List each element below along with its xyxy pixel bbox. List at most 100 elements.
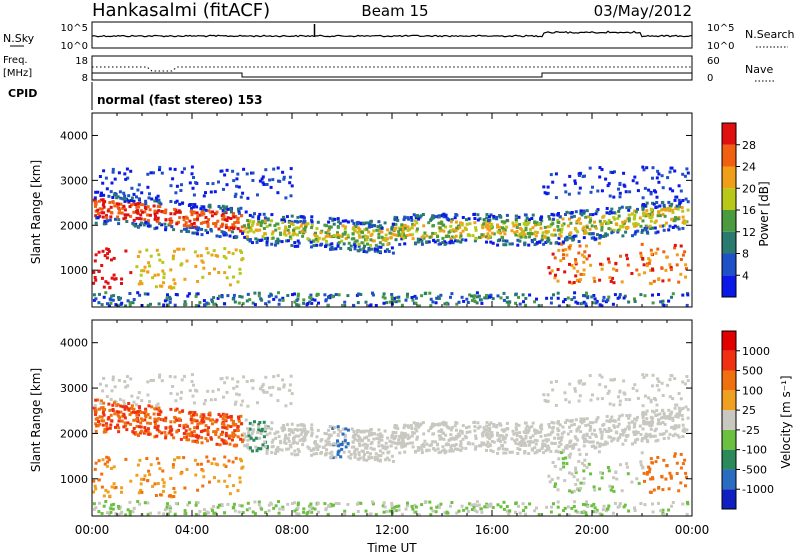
power-cell — [612, 216, 616, 220]
velocity-cell — [473, 447, 477, 451]
velocity-cell — [476, 421, 480, 425]
power-cell — [633, 297, 636, 301]
power-cell — [228, 226, 231, 230]
velocity-cell — [158, 375, 161, 379]
velocity-cell — [172, 495, 176, 498]
power-cell — [449, 220, 453, 224]
power-cell — [231, 169, 235, 173]
power-cell — [623, 221, 626, 225]
velocity-cell — [390, 454, 394, 458]
velocity-cell — [132, 400, 136, 404]
x-tick-label: 12:00 — [375, 523, 410, 537]
velocity-cell — [488, 436, 492, 440]
velocity-cell — [137, 405, 141, 409]
power-cell — [290, 244, 294, 247]
power-cell — [572, 296, 576, 300]
velocity-colorbar-tick-label: 25 — [742, 404, 756, 417]
power-cell — [132, 218, 136, 222]
power-cell — [114, 303, 118, 307]
velocity-cell — [312, 448, 316, 452]
velocity-cell — [634, 432, 638, 436]
velocity-cell — [625, 414, 629, 418]
power-cell — [570, 264, 574, 267]
velocity-cell — [261, 383, 265, 387]
velocity-cell — [377, 444, 381, 448]
velocity-cell — [347, 455, 351, 459]
velocity-cell — [516, 452, 520, 455]
velocity-cell — [148, 400, 151, 404]
velocity-cell — [445, 424, 449, 428]
velocity-cell — [535, 506, 538, 510]
power-cell — [528, 293, 532, 297]
velocity-cell — [184, 512, 188, 515]
velocity-cell — [451, 449, 455, 453]
velocity-cell — [410, 434, 414, 438]
velocity-cell — [282, 385, 286, 389]
velocity-cell — [668, 417, 672, 421]
velocity-cell — [126, 508, 130, 512]
power-cell — [135, 195, 138, 199]
power-cell — [557, 304, 561, 308]
power-cell — [184, 215, 188, 219]
velocity-cell — [592, 485, 596, 489]
velocity-cell — [138, 458, 142, 462]
power-cell — [250, 223, 254, 227]
velocity-cell — [589, 425, 593, 429]
power-cell — [140, 191, 144, 195]
velocity-cell — [498, 434, 502, 437]
power-cell — [625, 206, 629, 210]
velocity-cell — [193, 439, 197, 443]
power-cell — [575, 279, 579, 283]
power-cell — [184, 221, 188, 225]
velocity-cell — [212, 505, 216, 508]
power-cell — [416, 237, 420, 241]
power-cell — [162, 281, 165, 285]
power-cell — [672, 219, 676, 223]
power-cell — [164, 218, 168, 222]
velocity-cell — [343, 433, 347, 437]
velocity-cell — [514, 441, 518, 445]
power-cell — [607, 218, 611, 222]
power-cell — [230, 230, 234, 234]
power-cell — [239, 229, 243, 233]
power-cell — [675, 204, 679, 208]
power-cell — [261, 235, 265, 239]
power-cell — [594, 301, 598, 305]
velocity-cell — [227, 436, 231, 440]
velocity-cell — [144, 428, 148, 432]
power-cell — [259, 224, 263, 228]
power-cell — [199, 207, 203, 211]
velocity-cell — [343, 509, 347, 513]
velocity-cell — [230, 438, 234, 442]
power-cell — [126, 213, 130, 217]
power-cell — [105, 247, 109, 251]
velocity-cell — [450, 501, 454, 504]
power-cell — [574, 228, 578, 232]
freq-label-line2: [MHz] — [3, 68, 32, 79]
power-cell — [171, 254, 175, 258]
velocity-cell — [136, 410, 140, 414]
velocity-cell — [425, 442, 429, 446]
power-cell — [169, 184, 173, 188]
velocity-cell — [505, 421, 509, 425]
power-cell — [556, 296, 560, 300]
velocity-cell — [253, 420, 256, 424]
power-cell — [655, 205, 659, 209]
power-cell — [570, 215, 574, 219]
power-cell — [477, 294, 481, 298]
power-cell — [579, 272, 583, 276]
power-cell — [642, 214, 646, 217]
power-cell — [554, 273, 557, 277]
velocity-cell — [519, 444, 523, 447]
power-cell — [209, 210, 213, 214]
velocity-cell — [227, 459, 231, 463]
velocity-cell — [276, 445, 280, 449]
velocity-cell — [288, 443, 292, 447]
velocity-cell — [110, 419, 114, 423]
power-cell — [224, 231, 228, 235]
power-cell — [540, 215, 543, 219]
power-cell — [208, 272, 211, 275]
power-cell — [210, 298, 214, 302]
power-cell — [644, 228, 648, 232]
power-cell — [142, 269, 146, 273]
